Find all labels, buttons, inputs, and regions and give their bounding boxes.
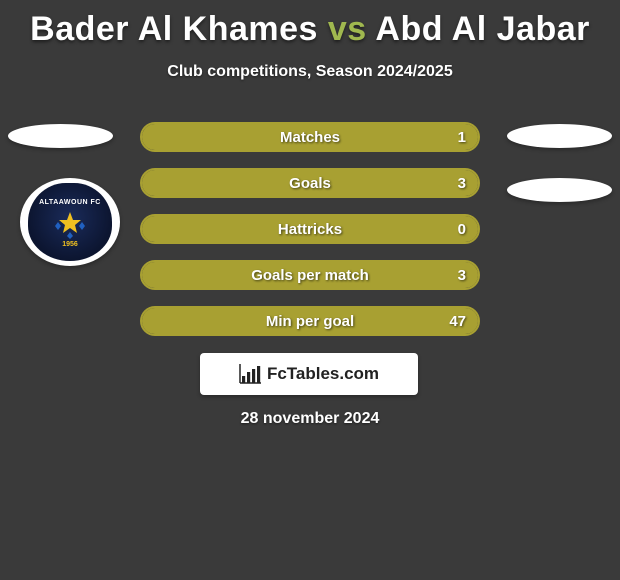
stats-container: Matches1Goals3Hattricks0Goals per match3… xyxy=(140,122,480,352)
badge-year: 1956 xyxy=(62,241,78,248)
fctables-logo: FcTables.com xyxy=(200,353,418,395)
stat-value: 3 xyxy=(458,175,466,192)
player1-name: Bader Al Khames xyxy=(30,10,318,48)
fctables-text: FcTables.com xyxy=(267,364,379,384)
stat-label: Goals xyxy=(142,175,478,192)
stat-value: 3 xyxy=(458,267,466,284)
stat-row: Min per goal47 xyxy=(140,306,480,336)
stat-label: Min per goal xyxy=(142,313,478,330)
stat-row: Goals per match3 xyxy=(140,260,480,290)
stat-row: Goals3 xyxy=(140,168,480,198)
snapshot-date: 28 november 2024 xyxy=(0,410,620,428)
bar-chart-icon xyxy=(239,364,261,384)
decorative-ellipse-left xyxy=(8,124,113,148)
vs-text: vs xyxy=(328,10,367,48)
stat-value: 0 xyxy=(458,221,466,238)
stat-row: Matches1 xyxy=(140,122,480,152)
decorative-ellipse-right-1 xyxy=(507,124,612,148)
stat-label: Goals per match xyxy=(142,267,478,284)
stat-label: Hattricks xyxy=(142,221,478,238)
stat-value: 1 xyxy=(458,129,466,146)
stat-row: Hattricks0 xyxy=(140,214,480,244)
comparison-title: Bader Al Khames vs Abd Al Jabar xyxy=(0,0,620,49)
stat-label: Matches xyxy=(142,129,478,146)
competition-subtitle: Club competitions, Season 2024/2025 xyxy=(0,63,620,81)
badge-ball-icon xyxy=(54,208,86,240)
club-badge: ALTAAWOUN FC 1956 xyxy=(20,178,120,266)
stat-value: 47 xyxy=(449,313,466,330)
player2-name: Abd Al Jabar xyxy=(375,10,589,48)
badge-club-name: ALTAAWOUN FC xyxy=(39,199,101,206)
decorative-ellipse-right-2 xyxy=(507,178,612,202)
badge-inner-shield: ALTAAWOUN FC 1956 xyxy=(28,183,112,261)
